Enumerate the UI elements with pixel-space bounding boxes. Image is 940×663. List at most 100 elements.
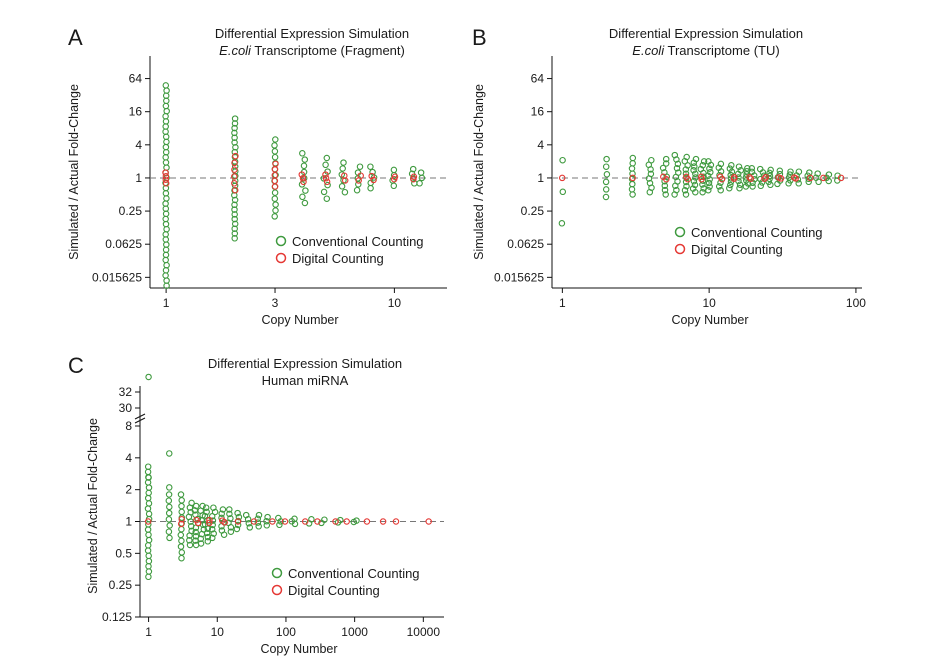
digital-point xyxy=(775,174,782,181)
conventional-point xyxy=(629,154,637,162)
conventional-point xyxy=(323,195,331,202)
conventional-point xyxy=(301,199,309,207)
conventional-point xyxy=(166,450,173,457)
conventional-point xyxy=(700,158,708,165)
y-tick-label: 8 xyxy=(125,419,132,433)
panel-b-legend: Conventional Counting Digital Counting xyxy=(674,225,823,257)
panel-letter-b: B xyxy=(472,25,487,50)
x-tick-label: 10 xyxy=(211,625,225,639)
conventional-point xyxy=(178,508,185,516)
panel-b-title-italic: E.coli xyxy=(632,43,665,58)
conventional-point xyxy=(559,156,566,164)
conventional-point xyxy=(662,191,669,198)
y-tick-label: 2 xyxy=(125,483,132,497)
conventional-point xyxy=(602,163,610,170)
conventional-point xyxy=(165,528,173,535)
digital-point xyxy=(300,178,307,186)
conventional-point xyxy=(390,166,398,174)
conventional-point xyxy=(145,373,152,381)
digital-point xyxy=(231,166,238,173)
conventional-point xyxy=(727,181,734,189)
conventional-point xyxy=(416,180,423,187)
y-tick-label: 1 xyxy=(537,171,544,185)
conventional-point xyxy=(558,220,566,227)
conventional-point xyxy=(218,510,225,517)
panel-b-plot: 64 16 4 1 0.25 0.0625 0.015625 1 10 100 xyxy=(494,56,866,310)
conventional-point xyxy=(602,186,610,193)
digital-point xyxy=(231,186,239,194)
panel-a-title-line2: E.coli Transcriptome (Fragment) xyxy=(219,43,405,58)
conventional-point xyxy=(255,511,263,519)
legend-conventional-label: Conventional Counting xyxy=(691,225,823,240)
digital-point xyxy=(410,173,418,181)
conventional-point xyxy=(178,537,185,545)
conventional-point xyxy=(231,129,238,137)
digital-point xyxy=(219,517,226,524)
conventional-point xyxy=(242,511,250,519)
conventional-point xyxy=(231,148,239,156)
conventional-point xyxy=(699,161,707,169)
conventional-point xyxy=(178,525,185,533)
conventional-point xyxy=(227,528,235,535)
conventional-point xyxy=(691,181,699,189)
digital-point xyxy=(698,173,705,181)
conventional-point xyxy=(715,183,723,190)
y-tick-label: 0.25 xyxy=(109,578,133,592)
digital-point xyxy=(144,518,152,525)
conventional-point xyxy=(646,179,654,187)
y-tick-label: 4 xyxy=(537,138,544,152)
conventional-point xyxy=(706,165,713,172)
conventional-point xyxy=(163,107,170,115)
conventional-point xyxy=(165,491,173,498)
digital-point xyxy=(269,518,276,525)
conventional-point xyxy=(749,183,756,190)
conventional-point xyxy=(145,536,153,544)
conventional-point xyxy=(786,171,794,178)
conventional-point xyxy=(226,506,233,513)
panel-a-title-italic: E.coli xyxy=(219,43,252,58)
conventional-point xyxy=(684,162,691,169)
conventional-point xyxy=(209,534,216,542)
conventional-point xyxy=(227,515,234,522)
digital-point xyxy=(162,180,170,187)
conventional-point xyxy=(323,154,331,162)
conventional-point xyxy=(717,186,724,194)
conventional-point xyxy=(145,489,152,497)
conventional-point xyxy=(787,168,794,175)
conventional-point xyxy=(603,155,610,163)
panel-c-title-line1: Differential Expression Simulation xyxy=(208,356,402,371)
conventional-point xyxy=(166,522,173,529)
panel-letter-c: C xyxy=(68,353,84,378)
panel-b-title-line2: E.coli Transcriptome (TU) xyxy=(632,43,779,58)
conventional-point xyxy=(165,509,173,517)
digital-point xyxy=(807,174,814,182)
conventional-point xyxy=(166,503,173,511)
legend-digital-label: Digital Counting xyxy=(292,251,384,266)
conventional-point xyxy=(271,189,279,196)
conventional-point xyxy=(682,170,690,177)
y-tick-label: 1 xyxy=(135,171,142,185)
digital-point xyxy=(162,172,170,180)
digital-point xyxy=(762,173,770,181)
conventional-point xyxy=(263,522,271,529)
conventional-point xyxy=(699,188,706,196)
conventional-point xyxy=(706,183,713,190)
legend-conventional-label: Conventional Counting xyxy=(292,234,424,249)
digital-point xyxy=(716,173,724,181)
conventional-point xyxy=(735,163,743,170)
conventional-point xyxy=(165,516,173,523)
digital-point xyxy=(231,159,238,167)
conventional-point xyxy=(353,186,361,194)
conventional-point xyxy=(165,497,173,504)
conventional-point xyxy=(628,186,636,193)
conventional-point xyxy=(235,513,243,521)
conventional-point xyxy=(272,207,279,214)
conventional-point xyxy=(199,502,206,510)
digital-point xyxy=(322,174,330,182)
conventional-point xyxy=(271,213,278,220)
conventional-point xyxy=(275,514,282,522)
x-tick-label: 1 xyxy=(145,625,152,639)
digital-point xyxy=(322,171,329,178)
conventional-point xyxy=(271,195,279,202)
conventional-point xyxy=(272,201,279,208)
